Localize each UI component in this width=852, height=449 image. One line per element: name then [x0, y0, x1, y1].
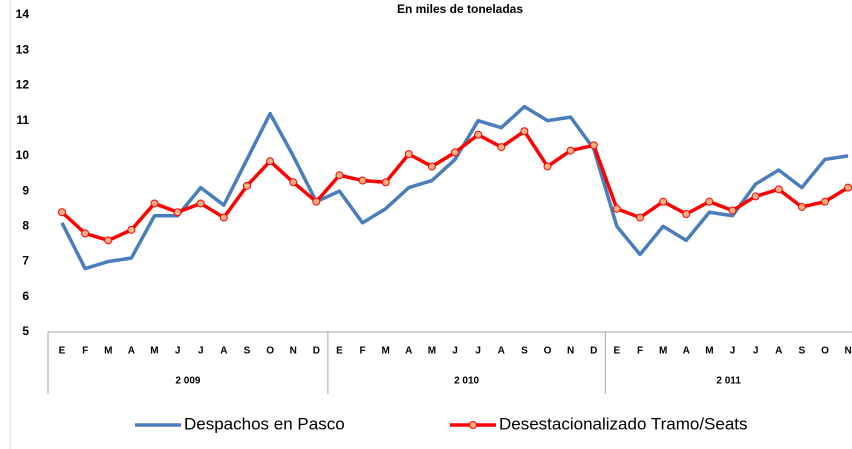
point-marker	[728, 206, 737, 215]
legend-marker	[469, 421, 477, 429]
point-marker	[196, 199, 205, 208]
point-marker	[820, 197, 829, 206]
point-marker	[404, 150, 413, 159]
x-tick-label: O	[821, 346, 829, 357]
y-tick-label: 14	[16, 7, 30, 21]
point-marker	[335, 171, 344, 180]
point-marker	[520, 127, 529, 136]
x-tick-label: M	[104, 346, 112, 357]
x-tick-label: E	[59, 346, 66, 357]
x-tick-label: F	[82, 346, 88, 357]
x-tick-label: A	[220, 346, 227, 357]
point-marker	[566, 146, 575, 155]
y-tick-label: 13	[16, 42, 30, 56]
y-tick-label: 10	[16, 148, 30, 162]
x-tick-label: S	[799, 346, 806, 357]
group-label: 2 010	[454, 376, 479, 387]
point-marker	[427, 162, 436, 171]
group-label: 2 009	[175, 376, 200, 387]
x-tick-label: A	[405, 346, 412, 357]
point-marker	[219, 213, 228, 222]
point-marker	[289, 178, 298, 187]
x-tick-label: J	[753, 346, 759, 357]
point-marker	[242, 181, 251, 190]
y-tick-label: 11	[16, 113, 29, 127]
x-tick-label: J	[175, 346, 181, 357]
point-marker	[751, 192, 760, 201]
point-marker	[797, 202, 806, 211]
x-tick-label: S	[521, 346, 528, 357]
x-tick-label: J	[452, 346, 458, 357]
point-marker	[127, 225, 136, 234]
point-marker	[358, 176, 367, 185]
point-marker	[612, 204, 621, 213]
x-tick-label: M	[705, 346, 713, 357]
x-tick-label: N	[844, 346, 851, 357]
series-line	[60, 129, 849, 243]
point-marker	[659, 197, 668, 206]
x-tick-label: J	[475, 346, 481, 357]
x-tick-label: O	[544, 346, 552, 357]
x-tick-label: A	[498, 346, 505, 357]
x-tick-label: M	[428, 346, 436, 357]
x-tick-label: O	[266, 346, 274, 357]
point-marker	[312, 197, 321, 206]
point-marker	[81, 229, 90, 238]
point-marker	[173, 208, 182, 217]
point-marker	[104, 236, 113, 245]
x-tick-label: A	[775, 346, 782, 357]
point-marker	[451, 148, 460, 157]
x-tick-label: A	[128, 346, 135, 357]
legend-label: Despachos en Pasco	[184, 414, 345, 433]
series-line	[60, 104, 849, 271]
x-tick-label: F	[360, 346, 366, 357]
point-marker	[150, 199, 159, 208]
point-marker	[474, 130, 483, 139]
x-tick-label: F	[637, 346, 643, 357]
point-marker	[58, 208, 66, 217]
y-tick-label: 12	[16, 78, 30, 92]
y-tick-label: 6	[22, 289, 29, 303]
point-marker	[774, 185, 783, 194]
legend-label: Desestacionalizado Tramo/Seats	[499, 414, 748, 433]
point-marker	[266, 157, 275, 166]
x-tick-label: N	[290, 346, 297, 357]
x-tick-label: D	[313, 346, 320, 357]
x-tick-label: J	[198, 346, 204, 357]
x-tick-label: M	[659, 346, 667, 357]
y-tick-label: 7	[22, 254, 29, 268]
point-marker	[381, 178, 390, 187]
x-tick-label: M	[382, 346, 390, 357]
x-tick-label: A	[683, 346, 690, 357]
point-marker	[497, 143, 506, 152]
x-tick-label: E	[614, 346, 621, 357]
point-marker	[682, 210, 691, 219]
x-tick-label: D	[590, 346, 597, 357]
group-label: 2 011	[716, 376, 741, 387]
point-marker	[543, 162, 552, 171]
point-marker	[844, 183, 852, 192]
point-marker	[589, 141, 598, 150]
point-marker	[636, 213, 644, 222]
x-tick-label: S	[244, 346, 251, 357]
chart-title: En miles de toneladas	[397, 2, 523, 16]
point-marker	[705, 197, 714, 206]
y-tick-label: 5	[22, 324, 29, 338]
x-tick-label: M	[150, 346, 158, 357]
x-tick-label: J	[730, 346, 736, 357]
y-tick-label: 8	[22, 219, 29, 233]
y-tick-label: 9	[22, 183, 29, 197]
x-tick-label: N	[567, 346, 574, 357]
x-tick-label: E	[336, 346, 343, 357]
